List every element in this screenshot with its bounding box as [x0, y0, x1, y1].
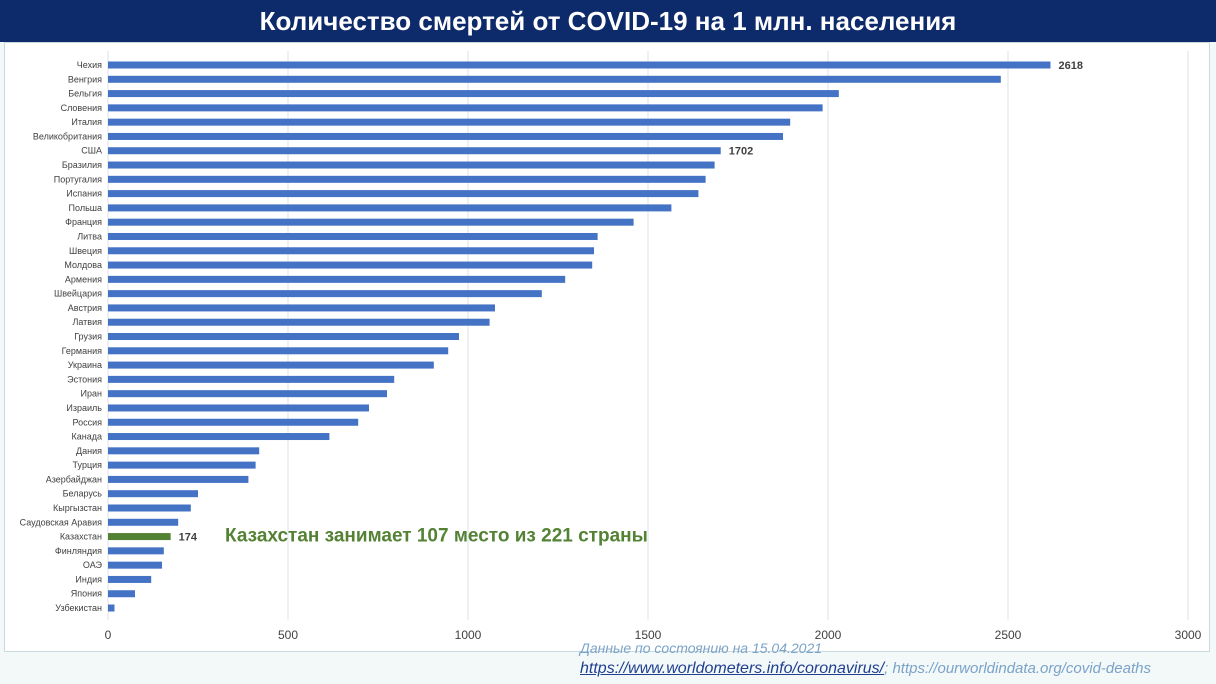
category-label: Молдова — [64, 260, 102, 270]
bar — [108, 147, 721, 155]
bar — [108, 518, 179, 526]
x-tick-label: 2000 — [815, 628, 842, 642]
category-label: Словения — [61, 103, 103, 113]
bar — [108, 490, 198, 498]
category-label: Иран — [81, 389, 102, 399]
chart-annotation: Казахстан занимает 107 место из 221 стра… — [225, 526, 648, 547]
data-label: 174 — [179, 532, 198, 544]
bar — [108, 461, 256, 469]
data-label: 1702 — [729, 146, 753, 158]
bar — [108, 304, 495, 312]
category-label: ОАЭ — [83, 560, 103, 570]
source-separator: ; — [884, 660, 893, 677]
bar — [108, 290, 542, 298]
category-label: Россия — [72, 417, 102, 427]
category-label: Польша — [69, 203, 102, 213]
category-label: Эстония — [67, 374, 102, 384]
bar — [108, 132, 783, 140]
bar — [108, 447, 260, 455]
bar — [108, 375, 395, 383]
source-link-ourworldindata[interactable]: https://ourworldindata.org/covid-deaths — [892, 660, 1151, 677]
bar — [108, 218, 634, 226]
bar — [108, 161, 715, 169]
x-tick-label: 3000 — [1175, 628, 1202, 642]
category-label: Израиль — [66, 403, 102, 413]
category-label: Беларусь — [63, 489, 103, 499]
category-label: Португалия — [54, 174, 102, 184]
page-title: Количество смертей от COVID-19 на 1 млн.… — [0, 0, 1216, 42]
bar — [108, 247, 594, 255]
x-tick-label: 1000 — [455, 628, 482, 642]
x-tick-label: 0 — [105, 628, 112, 642]
source-date: Данные по состоянию на 15.04.2021 — [580, 640, 823, 656]
category-label: Канада — [72, 432, 102, 442]
category-label: Латвия — [72, 317, 102, 327]
x-tick-label: 500 — [278, 628, 298, 642]
bar — [108, 418, 359, 426]
bar — [108, 90, 839, 98]
bar — [108, 475, 249, 483]
category-label: Бразилия — [62, 160, 102, 170]
bar — [108, 61, 1051, 69]
bar — [108, 190, 699, 198]
category-label: Испания — [66, 189, 102, 199]
category-label: Франция — [65, 217, 102, 227]
bar — [108, 504, 191, 512]
category-label: Бельгия — [68, 89, 102, 99]
x-tick-label: 1500 — [635, 628, 662, 642]
bar — [108, 547, 164, 555]
category-label: Германия — [62, 346, 102, 356]
category-label: Армения — [65, 274, 102, 284]
bar — [108, 404, 369, 412]
bar — [108, 575, 152, 583]
category-label: Швеция — [69, 246, 102, 256]
bar — [108, 604, 115, 612]
category-label: Турция — [73, 460, 103, 470]
chart-frame: 0 500 1000 1500 2000 2500 3000 Чехия 2618 Венгрия… — [4, 42, 1210, 652]
category-label: Грузия — [74, 332, 102, 342]
bar — [108, 590, 135, 598]
category-label: Япония — [71, 589, 102, 599]
bar-highlight — [108, 533, 171, 541]
category-label: Украина — [68, 360, 102, 370]
bar — [108, 275, 566, 283]
category-label: Азербайджан — [46, 474, 102, 484]
category-label: Италия — [71, 117, 102, 127]
bar — [108, 390, 387, 398]
bar — [108, 118, 791, 126]
bar — [108, 261, 593, 269]
bar — [108, 75, 1001, 83]
category-label: Саудовская Аравия — [20, 517, 102, 527]
bar — [108, 104, 823, 112]
bar — [108, 347, 449, 355]
category-label: Венгрия — [68, 74, 102, 84]
x-tick-label: 2500 — [995, 628, 1022, 642]
bar — [108, 204, 672, 212]
bar — [108, 561, 162, 569]
bar — [108, 333, 459, 341]
category-label: Финляндия — [55, 546, 102, 556]
category-label: Дания — [76, 446, 102, 456]
category-label: Казахстан — [60, 532, 102, 542]
data-label: 2618 — [1058, 60, 1082, 72]
category-label: Кыргызстан — [53, 503, 102, 513]
category-label: Узбекистан — [55, 603, 102, 613]
bar — [108, 361, 434, 369]
category-label: Австрия — [68, 303, 102, 313]
bar-chart: 0 500 1000 1500 2000 2500 3000 Чехия 2618 Венгрия… — [20, 51, 1202, 642]
bar — [108, 232, 598, 240]
source-block: Данные по состоянию на 15.04.2021 https:… — [580, 638, 1212, 679]
bar — [108, 433, 330, 441]
category-label: Индия — [75, 574, 102, 584]
category-label: Великобритания — [33, 131, 102, 141]
category-label: США — [81, 146, 102, 156]
source-link-worldometers[interactable]: https://www.worldometers.info/coronaviru… — [580, 660, 885, 677]
category-label: Швейцария — [54, 289, 102, 299]
category-label: Чехия — [77, 60, 102, 70]
bar — [108, 318, 490, 326]
category-label: Литва — [77, 231, 102, 241]
bar — [108, 175, 706, 183]
